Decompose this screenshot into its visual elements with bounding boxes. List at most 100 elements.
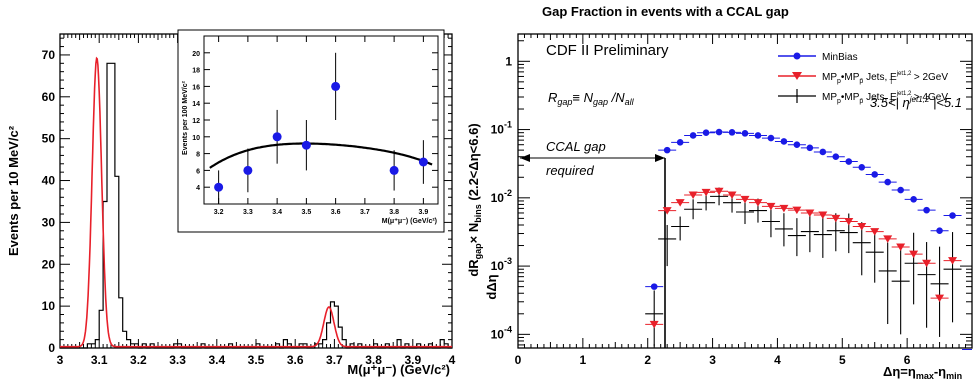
rgap-eq: ≡ N: [572, 90, 593, 105]
inset-y-tick-label: 20: [192, 51, 200, 58]
eta-range-pre: 3.5<| η: [870, 95, 910, 110]
inset-data-point: [272, 132, 282, 142]
jets2-point: [779, 204, 789, 213]
right-y-tick-mantissa: 10: [491, 327, 505, 341]
rgap-all-sub: all: [625, 97, 635, 107]
left-x-axis-label: M(μ⁺μ⁻) (GeV/c²): [347, 362, 450, 377]
rgap-gap-sub2: gap: [593, 97, 608, 107]
left-y-tick-label: 30: [42, 215, 56, 229]
xlabel-min-sub: min: [946, 371, 962, 381]
inset-y-tick-label: 16: [192, 84, 200, 91]
minbias-point: [858, 164, 866, 171]
minbias-point: [780, 138, 788, 145]
jets2-point: [727, 191, 737, 200]
jets2-point: [818, 211, 828, 220]
right-x-tick-label: 1: [580, 353, 587, 367]
legend-jets2-subt: T: [889, 80, 893, 86]
minbias-point: [806, 144, 814, 152]
minbias-point: [871, 171, 879, 178]
minbias-point: [923, 206, 930, 214]
minbias-point: [689, 132, 697, 139]
left-y-tick-label: 20: [42, 257, 56, 271]
right-y-tick-exponent: -1: [504, 120, 512, 130]
eta-range-post: |<5.1: [929, 95, 962, 110]
left-histogram-panel: 3 3.1 3.2 3.3 3.4 3.5 3.6 3.7 3.8 3.9 401020304050…: [6, 29, 456, 377]
jets2-point: [935, 294, 945, 303]
left-x-tick-label: 3.1: [91, 353, 108, 367]
left-x-tick-label: 3.3: [169, 353, 186, 367]
ylabel-main: dR: [466, 259, 481, 277]
minbias-point: [793, 141, 801, 149]
left-x-tick-label: 3.8: [365, 353, 382, 367]
ccal-arrow-head-right: [655, 154, 665, 162]
inset-y-tick-label: 6: [196, 168, 200, 175]
legend-jets2-dot: •MP: [841, 72, 860, 83]
jets2-point: [792, 206, 802, 215]
jets2-point: [831, 214, 841, 223]
minbias-point: [936, 227, 943, 234]
right-y-tick-mantissa: 10: [491, 123, 505, 137]
inset-x-axis-label: M(μ⁺μ⁻) (GeV/c²): [382, 218, 437, 225]
legend-jets2-sup: jet1,2: [896, 71, 912, 77]
ylabel-range: (2.2<Δη<6.6): [466, 123, 481, 204]
right-x-tick-label: 0: [515, 353, 522, 367]
left-x-tick-label: 4: [449, 353, 456, 367]
right-y-tick-label: 10-2: [491, 188, 512, 205]
eta-range-sup: jet1,2: [909, 95, 930, 104]
left-y-tick-label: 70: [42, 48, 56, 62]
jets2-point: [701, 188, 711, 197]
right-x-axis-label: Δη=ηmax-ηmin: [883, 364, 962, 381]
right-y-tick-mantissa: 1: [505, 54, 512, 68]
left-x-tick-label: 3.2: [130, 353, 147, 367]
inset-data-point: [243, 165, 253, 175]
legend-jets4-dot: •MP: [841, 92, 860, 103]
rgap-r: R: [548, 90, 557, 105]
jets2-point: [649, 320, 659, 329]
ccal-gap-label: CCAL gap: [546, 139, 606, 154]
xlabel-max-sub: max: [916, 371, 934, 381]
minbias-point: [754, 132, 762, 139]
inset-plot: 3.2 3.3 3.4 3.5 3.6 3.7 3.8 3.9468101214161820 …: [177, 29, 445, 233]
right-x-tick-label: 3: [709, 353, 716, 367]
legend-minbias-label: MinBias: [822, 52, 858, 63]
inset-y-tick-label: 8: [196, 152, 200, 159]
inset-data-point: [301, 140, 311, 150]
ylabel-gap-sub: gap: [473, 243, 483, 260]
jets2-point: [896, 243, 906, 252]
minbias-point: [663, 146, 671, 154]
right-y-tick-label: 1: [505, 54, 512, 68]
legend-jets4-sub-p: p: [837, 98, 841, 105]
left-y-tick-label: 50: [42, 132, 56, 146]
jets2-point: [753, 199, 763, 207]
jets2-point: [870, 228, 880, 236]
inset-x-tick-label: 3.7: [360, 209, 370, 216]
right-y-tick-exponent: -2: [504, 188, 512, 198]
minbias-point: [715, 128, 723, 136]
right-data-points: [645, 128, 972, 350]
jets2-point: [922, 259, 932, 268]
right-plot-title: Gap Fraction in events with a CCAL gap: [542, 4, 789, 19]
minbias-point: [832, 153, 840, 161]
inset-x-tick-label: 3.9: [419, 209, 429, 216]
ccal-required-label: required: [546, 163, 594, 178]
jets2-point: [883, 235, 893, 243]
minbias-point: [767, 134, 775, 142]
jets2-point: [805, 209, 815, 217]
left-x-tick-label: 3.9: [404, 353, 421, 367]
right-x-tick-label: 2: [644, 353, 651, 367]
minbias-point: [845, 158, 853, 165]
legend-jets2-mid: Jets, E: [863, 72, 897, 83]
inset-data-point: [331, 81, 341, 91]
xlabel-mid: -η: [934, 364, 946, 379]
inset-y-tick-label: 18: [192, 68, 200, 75]
left-y-tick-label: 40: [42, 174, 56, 188]
ccal-arrow-head: [520, 154, 530, 162]
jets2-point: [844, 217, 854, 226]
left-y-tick-label: 0: [48, 341, 55, 355]
left-y-tick-label: 10: [42, 299, 56, 313]
legend-jets4-subt: T: [889, 100, 893, 106]
rgap-gap-sub: gap: [557, 97, 572, 107]
inset-data-point: [214, 182, 224, 192]
right-y-tick-label: 10-3: [491, 256, 512, 273]
inset-x-tick-label: 3.5: [302, 209, 312, 216]
